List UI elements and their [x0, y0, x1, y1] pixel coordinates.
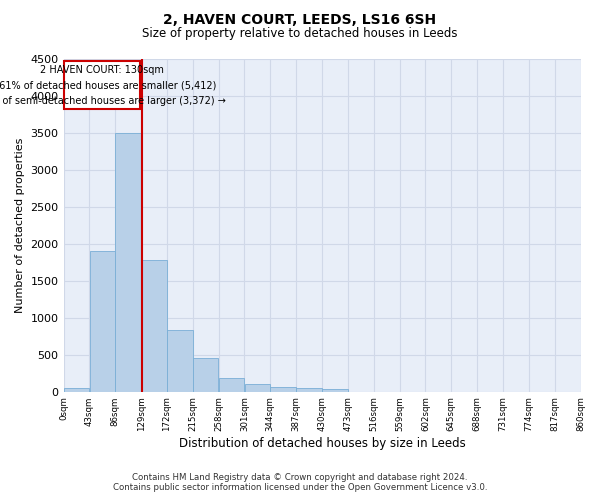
- Bar: [89, 251, 115, 392]
- Bar: [271, 386, 296, 392]
- Bar: [219, 378, 244, 392]
- Bar: [167, 330, 193, 392]
- Bar: [115, 133, 141, 392]
- Bar: [64, 388, 89, 392]
- Text: 2 HAVEN COURT: 130sqm
← 61% of detached houses are smaller (5,412)
38% of semi-d: 2 HAVEN COURT: 130sqm ← 61% of detached …: [0, 64, 226, 106]
- Text: Contains HM Land Registry data © Crown copyright and database right 2024.
Contai: Contains HM Land Registry data © Crown c…: [113, 473, 487, 492]
- Bar: [193, 358, 218, 392]
- Text: 2, HAVEN COURT, LEEDS, LS16 6SH: 2, HAVEN COURT, LEEDS, LS16 6SH: [163, 12, 437, 26]
- Bar: [322, 390, 348, 392]
- Y-axis label: Number of detached properties: Number of detached properties: [15, 138, 25, 313]
- X-axis label: Distribution of detached houses by size in Leeds: Distribution of detached houses by size …: [179, 437, 466, 450]
- FancyBboxPatch shape: [64, 61, 140, 110]
- Bar: [141, 260, 167, 392]
- Bar: [296, 388, 322, 392]
- Bar: [245, 384, 270, 392]
- Text: Size of property relative to detached houses in Leeds: Size of property relative to detached ho…: [142, 28, 458, 40]
